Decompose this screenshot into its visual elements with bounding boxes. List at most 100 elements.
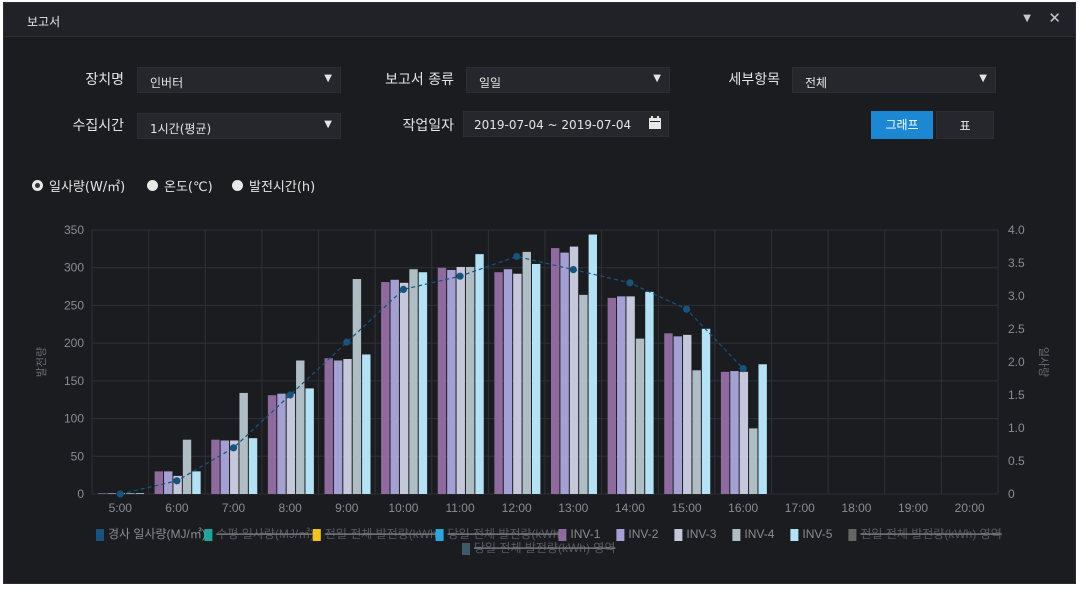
bar-inv-2: [617, 296, 626, 494]
radio-temperature-label: 온도(℃): [164, 179, 213, 195]
x-tick-label: 14:00: [615, 501, 645, 515]
legend-item[interactable]: 경사 일사량(MJ/㎡): [108, 527, 206, 541]
graph-button[interactable]: 그래프: [871, 111, 933, 139]
device-label: 장치명: [85, 72, 124, 88]
bar-inv-4: [692, 370, 701, 494]
irradiance-point: [399, 285, 408, 293]
x-tick-label: 13:00: [558, 501, 588, 515]
report-type-select[interactable]: 일일 ▼: [466, 67, 670, 93]
legend-item[interactable]: INV-5: [802, 527, 832, 541]
bar-inv-5: [758, 364, 767, 494]
x-tick-label: 5:00: [109, 501, 133, 515]
bar-inv-4: [522, 251, 531, 494]
bar-inv-3: [683, 334, 692, 494]
bar-inv-1: [324, 358, 333, 494]
bar-inv-3: [173, 475, 182, 494]
x-tick-label: 15:00: [672, 501, 702, 515]
bar-inv-4: [126, 493, 135, 494]
report-type-value: 일일: [479, 76, 502, 90]
bar-inv-2: [220, 440, 230, 494]
bar-inv-2: [277, 393, 286, 494]
bar-inv-5: [588, 234, 597, 495]
bar-inv-4: [352, 279, 362, 494]
bar-inv-1: [664, 333, 673, 494]
device-select[interactable]: 인버터 ▼: [137, 67, 341, 93]
collect-select[interactable]: 1시간(평균) ▼: [137, 113, 341, 139]
bar-inv-2: [503, 269, 513, 494]
calendar-icon[interactable]: [648, 115, 662, 134]
x-tick-label: 17:00: [785, 501, 815, 515]
workdate-value: 2019-07-04 ~ 2019-07-04: [474, 118, 632, 132]
workdate-field[interactable]: 2019-07-04 ~ 2019-07-04: [463, 111, 669, 137]
x-tick-label: 6:00: [165, 501, 189, 515]
legend-swatch: [312, 529, 321, 541]
irradiance-point: [569, 266, 577, 274]
chevron-down-icon: ▼: [324, 119, 332, 130]
title-bar: 보고서 ▼ ✕: [4, 3, 1075, 37]
bar-inv-1: [551, 248, 560, 494]
bar-inv-1: [494, 272, 503, 494]
radio-temperature[interactable]: 온도(℃): [147, 175, 213, 195]
bar-inv-5: [475, 254, 484, 494]
y2-tick-label: 0: [1008, 487, 1015, 501]
bar-inv-5: [248, 438, 258, 494]
device-value: 인버터: [150, 76, 184, 90]
workdate-label: 작업일자: [402, 118, 454, 134]
collect-value: 1시간(평균): [150, 122, 212, 136]
legend-swatch: [848, 529, 857, 541]
bar-inv-2: [673, 336, 683, 494]
detail-select[interactable]: 전체 ▼: [792, 67, 996, 93]
legend-swatch: [462, 543, 470, 555]
legend-swatch: [204, 529, 213, 541]
x-tick-label: 10:00: [388, 501, 418, 515]
legend-swatch: [616, 529, 625, 541]
close-icon[interactable]: ✕: [1048, 9, 1061, 27]
irradiance-point: [739, 365, 747, 373]
bar-inv-1: [381, 282, 390, 494]
legend-swatch: [732, 529, 741, 541]
radio-gen-hours-label: 발전시간(h): [249, 179, 316, 195]
bar-inv-5: [418, 272, 428, 494]
irradiance-line: [120, 255, 744, 495]
legend-item[interactable]: INV-3: [686, 527, 716, 541]
report-type-label: 보고서 종류: [385, 72, 454, 88]
bar-inv-5: [645, 291, 654, 494]
legend-swatch: [674, 529, 683, 541]
bar-inv-1: [607, 297, 617, 494]
bar-inv-3: [739, 371, 749, 494]
table-button[interactable]: 표: [936, 111, 994, 139]
irradiance-point: [173, 477, 181, 485]
radio-irradiance[interactable]: 일사량(W/㎡): [32, 175, 125, 195]
legend-item[interactable]: INV-2: [628, 527, 658, 541]
legend-item[interactable]: INV-4: [744, 527, 774, 541]
radio-dot-selected: [32, 179, 43, 191]
collect-label: 수집시간: [72, 118, 124, 134]
y2-tick-label: 2.5: [1008, 322, 1025, 336]
bar-inv-1: [720, 371, 730, 494]
bar-inv-3: [230, 440, 239, 494]
y2-tick-label: 1.5: [1008, 388, 1025, 402]
radio-gen-hours[interactable]: 발전시간(h): [232, 175, 315, 195]
bar-inv-4: [579, 294, 588, 494]
bar-inv-4: [465, 266, 475, 494]
bar-inv-5: [362, 354, 371, 494]
legend-item[interactable]: INV-1: [570, 527, 600, 541]
bar-inv-5: [531, 263, 541, 494]
bar-inv-4: [749, 428, 758, 494]
bar-inv-5: [135, 493, 144, 494]
y-tick-label: 150: [64, 374, 84, 388]
bar-inv-4: [635, 338, 645, 494]
detail-label: 세부항목: [728, 72, 780, 88]
bar-inv-4: [296, 360, 305, 494]
y2-tick-label: 0.5: [1008, 454, 1025, 468]
irradiance-point: [229, 444, 238, 452]
bar-inv-1: [267, 395, 277, 494]
y-tick-label: 350: [64, 223, 84, 237]
y-tick-label: 300: [64, 261, 84, 275]
x-tick-label: 18:00: [841, 501, 871, 515]
bar-inv-5: [305, 388, 314, 494]
collapse-icon[interactable]: ▼: [1023, 13, 1031, 24]
irradiance-point: [343, 338, 351, 346]
bar-inv-5: [701, 328, 711, 494]
bar-inv-1: [154, 471, 164, 494]
